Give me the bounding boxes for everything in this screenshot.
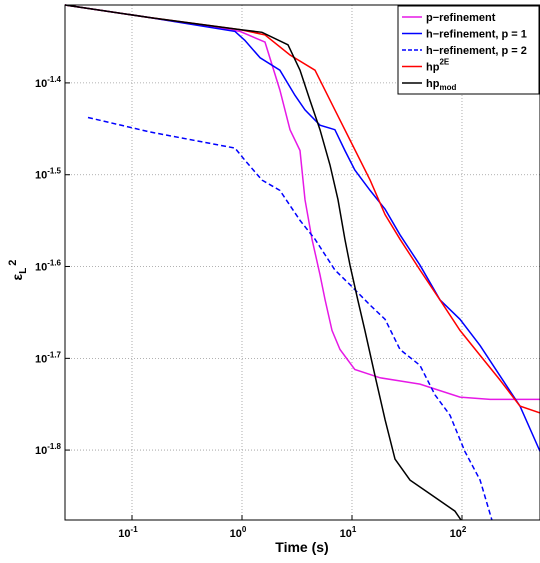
tick-label: 10-1.4 xyxy=(35,75,62,90)
tick-label-base: 10 xyxy=(35,353,47,365)
tick-label-exponent: -1.4 xyxy=(47,75,61,84)
y-axis-label-sup: 2 xyxy=(7,260,19,266)
legend-label-sub: mod xyxy=(439,83,456,92)
tick-label-exponent: 1 xyxy=(352,525,357,534)
tick-label-base: 10 xyxy=(35,445,47,457)
series-line xyxy=(64,4,540,414)
tick-label: 102 xyxy=(450,525,467,540)
series-line xyxy=(87,116,493,521)
legend-label-sup: 2E xyxy=(439,58,449,67)
series-line xyxy=(64,4,462,521)
x-axis-label: Time (s) xyxy=(275,539,328,555)
legend-label: hpmod xyxy=(426,78,456,92)
tick-label-exponent: 0 xyxy=(242,525,247,534)
y-axis-label-main: ε xyxy=(9,273,25,280)
tick-label-base: 10 xyxy=(35,78,47,90)
tick-label-base: 10 xyxy=(340,528,352,540)
legend-label: hp2E xyxy=(426,58,450,74)
tick-label-exponent: -1 xyxy=(131,525,139,534)
tick-label-exponent: -1.8 xyxy=(47,442,61,451)
tick-label-exponent: -1.5 xyxy=(47,167,61,176)
legend-label-name: h−refinement, p = 2 xyxy=(426,45,527,57)
legend-label-name: hp xyxy=(426,78,440,90)
tick-label-exponent: 2 xyxy=(462,525,467,534)
legend: p−refinement h−refinement, p = 1 h−refinem… xyxy=(397,5,540,95)
tick-label-base: 10 xyxy=(35,170,47,182)
tick-label: 10-1.6 xyxy=(35,258,62,273)
y-axis-label-sub: L xyxy=(18,268,29,274)
tick-label: 100 xyxy=(230,525,247,540)
tick-label-base: 10 xyxy=(230,528,242,540)
legend-label: p−refinement xyxy=(426,12,496,24)
lines xyxy=(64,4,540,521)
tick-label-base: 10 xyxy=(450,528,462,540)
series-line xyxy=(64,4,540,452)
legend-label: h−refinement, p = 1 xyxy=(426,29,527,41)
legend-label-name: p−refinement xyxy=(426,12,496,24)
ticks: 10-1 100 101 10210-1.410-1.510-1.610-1.710-… xyxy=(35,75,467,540)
tick-label: 10-1 xyxy=(118,525,138,540)
tick-label-base: 10 xyxy=(118,528,130,540)
tick-label-base: 10 xyxy=(35,261,47,273)
plot-frame xyxy=(64,4,540,521)
legend-label: h−refinement, p = 2 xyxy=(426,45,527,57)
series-line xyxy=(64,4,540,401)
y-axis-label: εL 2 xyxy=(7,260,29,281)
legend-label-name: hp xyxy=(426,62,440,74)
tick-label: 10-1.8 xyxy=(35,442,62,457)
tick-label-exponent: -1.6 xyxy=(47,258,61,267)
legend-label-name: h−refinement, p = 1 xyxy=(426,29,527,41)
tick-label: 10-1.7 xyxy=(35,350,62,365)
tick-label-exponent: -1.7 xyxy=(47,350,61,359)
tick-label: 101 xyxy=(340,525,357,540)
tick-label: 10-1.5 xyxy=(35,167,62,182)
